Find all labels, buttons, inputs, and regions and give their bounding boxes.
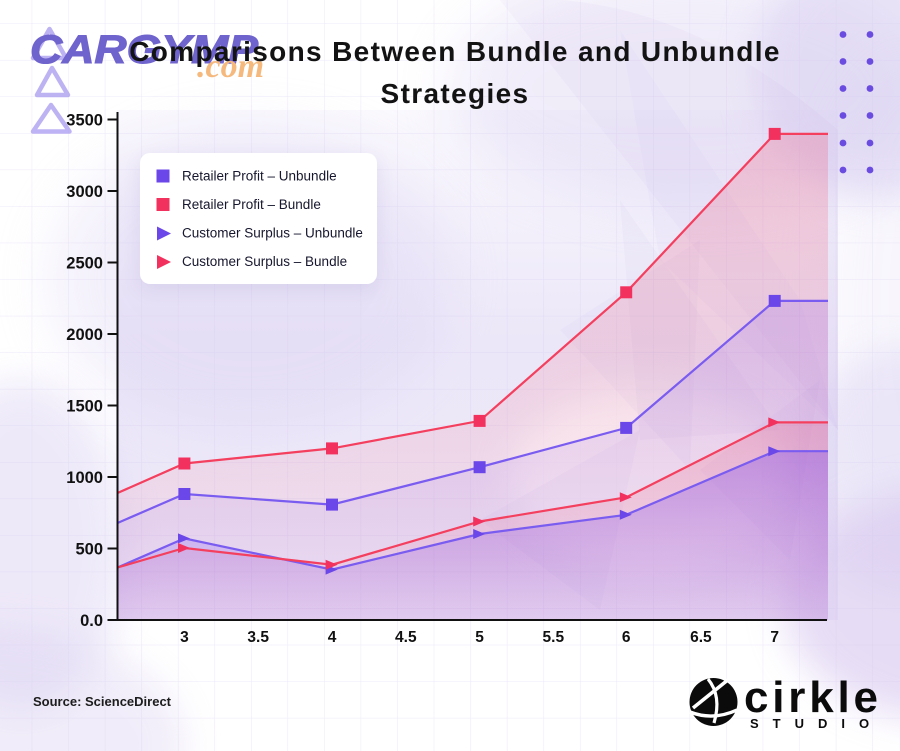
svg-text:500: 500 — [75, 541, 103, 559]
svg-text:5: 5 — [475, 629, 484, 646]
svg-text:STUDIO: STUDIO — [750, 716, 883, 731]
svg-text:3.5: 3.5 — [247, 629, 269, 646]
svg-text:Retailer Profit – Unbundle: Retailer Profit – Unbundle — [182, 169, 337, 184]
svg-text:3500: 3500 — [66, 112, 103, 130]
svg-text:3000: 3000 — [66, 183, 103, 201]
svg-text:7: 7 — [770, 629, 779, 646]
svg-text:2500: 2500 — [66, 255, 103, 273]
svg-text:CARGYMP: CARGYMP — [30, 28, 258, 72]
svg-text:cirkle: cirkle — [744, 673, 882, 722]
svg-text:Retailer Profit – Bundle: Retailer Profit – Bundle — [182, 197, 321, 212]
svg-text:4: 4 — [328, 629, 337, 646]
svg-text:6: 6 — [622, 629, 631, 646]
svg-text:2000: 2000 — [66, 326, 103, 344]
svg-text:6.5: 6.5 — [690, 629, 712, 646]
svg-text:Customer Surplus – Bundle: Customer Surplus – Bundle — [182, 254, 347, 269]
svg-text:1500: 1500 — [66, 398, 103, 416]
svg-text:Customer Surplus – Unbundle: Customer Surplus – Unbundle — [182, 226, 363, 241]
svg-text:3: 3 — [180, 629, 189, 646]
svg-text:0.0: 0.0 — [80, 612, 103, 630]
svg-text:1000: 1000 — [66, 469, 103, 487]
svg-text:4.5: 4.5 — [395, 629, 417, 646]
svg-text:.com: .com — [197, 48, 264, 85]
svg-text:5.5: 5.5 — [543, 629, 565, 646]
